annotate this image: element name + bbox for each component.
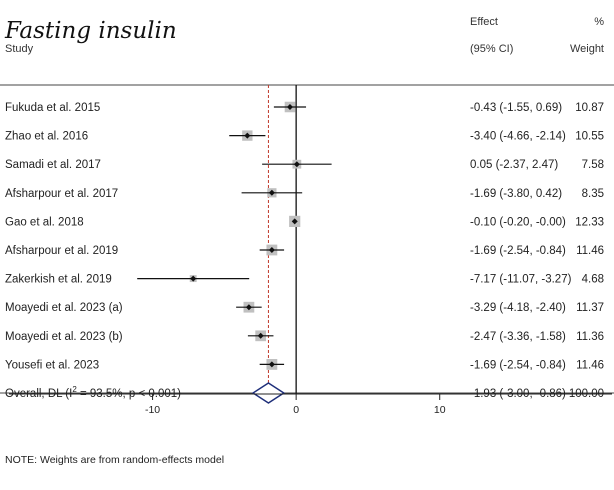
study-weight: 10.87: [575, 102, 604, 114]
study-name: Gao et al. 2018: [5, 216, 84, 228]
study-effect-ci: 0.05 (-2.37, 2.47): [470, 159, 558, 171]
study-weight: 4.68: [582, 274, 604, 286]
study-effect-ci: -1.69 (-2.54, -0.84): [470, 359, 566, 371]
study-name: Moayedi et al. 2023 (a): [5, 302, 123, 314]
study-effect-ci: -3.29 (-4.18, -2.40): [470, 302, 566, 314]
study-point-estimate: [268, 361, 275, 368]
study-point-estimate: [257, 332, 264, 339]
study-effect-ci: -1.69 (-3.80, 0.42): [470, 188, 562, 200]
study-point-estimate: [286, 104, 293, 110]
study-name: Moayedi et al. 2023 (b): [5, 331, 123, 343]
study-weight: 11.46: [576, 245, 604, 257]
x-tick-label: -10: [145, 404, 160, 416]
study-effect-ci: -3.40 (-4.66, -2.14): [470, 131, 566, 143]
overall-label: Overall, DL (I2 = 93.5%, p < 0.001): [5, 385, 181, 400]
effect-header: Effect: [470, 16, 498, 28]
study-rows: Fukuda et al. 2015 -0.43 (-1.55, 0.69) 10.…: [5, 85, 604, 404]
study-name: Zhao et al. 2016: [5, 131, 88, 143]
study-point-estimate: [244, 132, 251, 139]
study-point-estimate: [293, 161, 300, 168]
study-effect-ci: -0.43 (-1.55, 0.69): [470, 102, 562, 114]
study-name: Yousefi et al. 2023: [5, 359, 99, 371]
weight-header-percent: %: [594, 16, 604, 28]
study-effect-ci: -7.17 (-11.07, -3.27): [470, 274, 572, 286]
study-weight: 11.36: [576, 331, 604, 343]
study-point-estimate: [291, 218, 298, 225]
study-weight: 11.46: [576, 359, 604, 371]
x-tick-label: 10: [434, 404, 446, 416]
study-name: Zakerkish et al. 2019: [5, 274, 112, 286]
study-effect-ci: -0.10 (-0.20, -0.00): [470, 216, 566, 228]
study-name: Afsharpour et al. 2017: [5, 188, 118, 200]
overall-diamond: [251, 382, 286, 404]
study-point-estimate: [268, 189, 275, 196]
study-weight: 11.37: [576, 302, 604, 314]
study-point-estimate: [190, 275, 197, 282]
study-weight: 10.55: [575, 131, 604, 143]
study-weight: 7.58: [582, 159, 604, 171]
weights-note: NOTE: Weights are from random-effects mo…: [5, 454, 224, 466]
study-weight: 12.33: [575, 216, 604, 228]
weight-header: Weight: [570, 43, 604, 55]
x-tick-label: 0: [293, 404, 299, 416]
study-effect-ci: -1.69 (-2.54, -0.84): [470, 245, 566, 257]
study-header: Study: [5, 43, 34, 55]
study-point-estimate: [268, 247, 275, 253]
study-point-estimate: [245, 304, 252, 311]
study-weight: 8.35: [582, 188, 604, 200]
study-name: Samadi et al. 2017: [5, 159, 101, 171]
x-axis-ticks: -10 0 10: [145, 394, 446, 416]
study-name: Fukuda et al. 2015: [5, 102, 100, 114]
ci-header: (95% CI): [470, 43, 513, 55]
study-effect-ci: -2.47 (-3.36, -1.58): [470, 331, 566, 343]
study-name: Afsharpour et al. 2019: [5, 245, 118, 257]
chart-title: Fasting insulin: [4, 18, 177, 44]
